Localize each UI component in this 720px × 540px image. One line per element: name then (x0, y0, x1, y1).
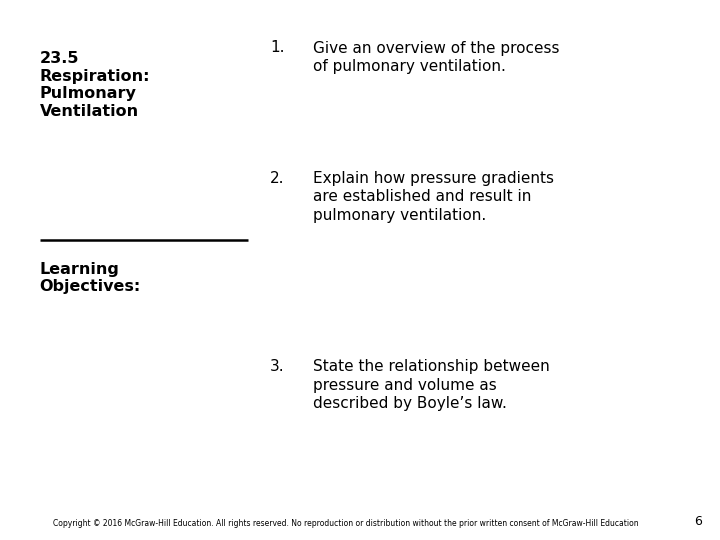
Text: Explain how pressure gradients
are established and result in
pulmonary ventilati: Explain how pressure gradients are estab… (313, 171, 554, 223)
Text: 23.5
Respiration:
Pulmonary
Ventilation: 23.5 Respiration: Pulmonary Ventilation (40, 51, 150, 118)
Text: 6: 6 (694, 515, 702, 528)
Text: Learning
Objectives:: Learning Objectives: (40, 262, 141, 294)
Text: State the relationship between
pressure and volume as
described by Boyle’s law.: State the relationship between pressure … (313, 359, 550, 411)
Text: 2.: 2. (270, 171, 284, 186)
Text: 3.: 3. (270, 359, 284, 374)
Text: Copyright © 2016 McGraw-Hill Education. All rights reserved. No reproduction or : Copyright © 2016 McGraw-Hill Education. … (53, 519, 639, 528)
Text: Give an overview of the process
of pulmonary ventilation.: Give an overview of the process of pulmo… (313, 40, 559, 74)
Text: 1.: 1. (270, 40, 284, 56)
